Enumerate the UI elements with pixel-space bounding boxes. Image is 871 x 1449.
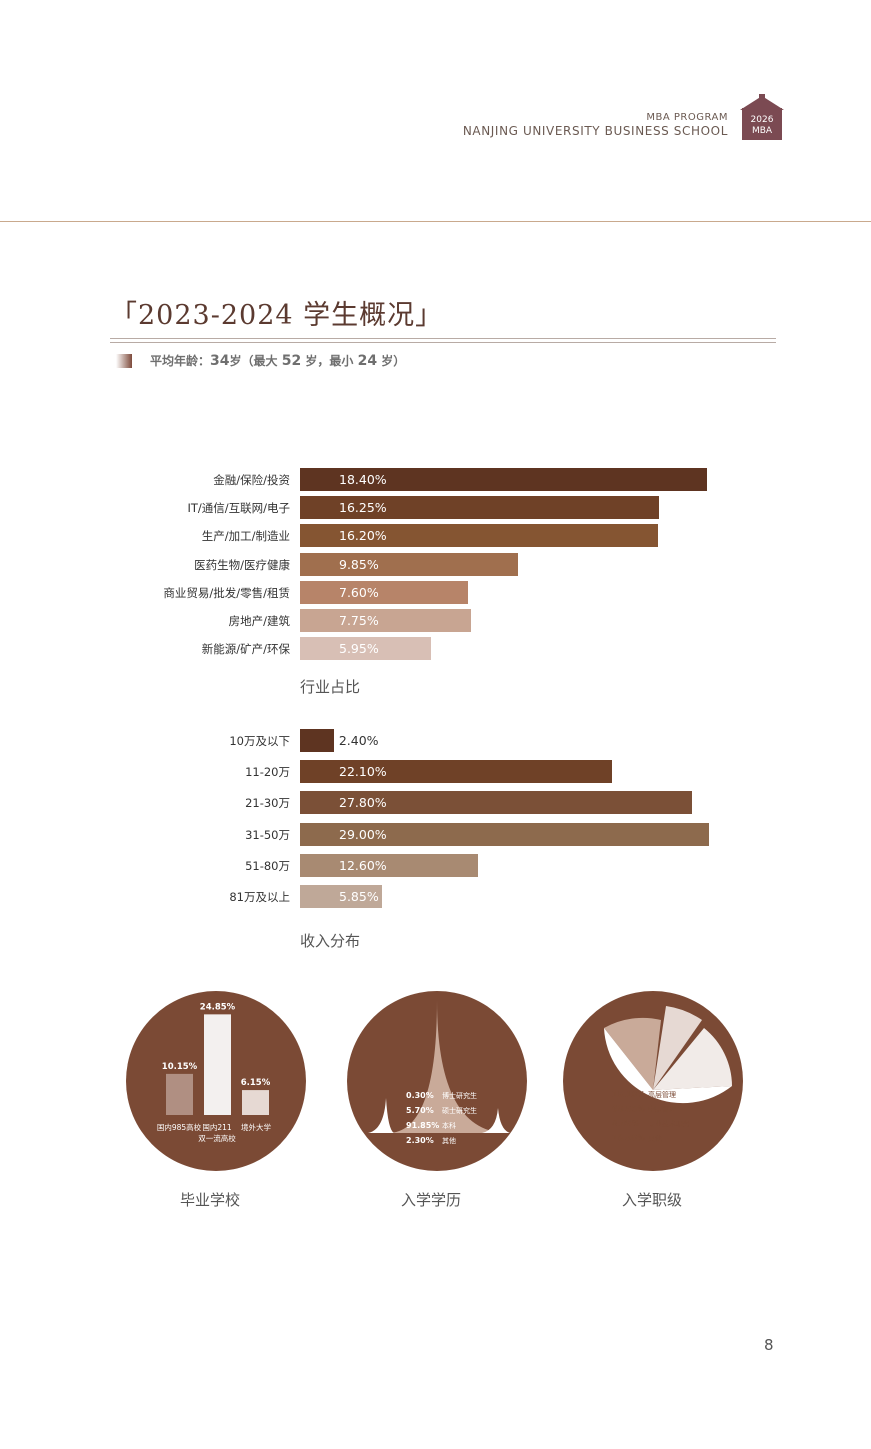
bar-value-label: 16.25%	[339, 500, 387, 516]
job-level-caption: 入学职级	[621, 1191, 682, 1209]
job-slice-right	[653, 1028, 732, 1090]
bar-category-label: 11-20万	[245, 765, 290, 780]
logo-year: 2026	[751, 115, 774, 125]
legend-category: 专业技术职务	[648, 1119, 690, 1128]
legend-value: 5.70%	[406, 1106, 434, 1115]
income-chart-caption: 收入分布	[300, 932, 361, 950]
bar-category-label: 房地产/建筑	[228, 614, 290, 628]
education-spike-left	[368, 1098, 394, 1133]
bar-value-label: 7.75%	[339, 613, 379, 628]
bar-category-label: 51-80万	[245, 858, 290, 873]
header-school: NANJING UNIVERSITY BUSINESS SCHOOL	[462, 124, 728, 138]
header-divider	[0, 221, 871, 222]
legend-category: 本科	[442, 1121, 456, 1130]
bar-value-label: 5.85%	[339, 889, 379, 904]
school-bar-value: 24.85%	[200, 1002, 236, 1012]
header-program: MBA PROGRAM	[646, 112, 728, 123]
age-unit-3: 岁）	[381, 354, 406, 368]
title-divider-bottom	[110, 342, 776, 343]
bar-mark	[300, 496, 660, 520]
legend-value: 16.00%	[612, 1134, 645, 1143]
school-cat-211-line2: 双一流高校	[198, 1133, 236, 1143]
legend-category: 博士研究生	[442, 1091, 477, 1100]
legend-category: 其他	[442, 1136, 456, 1145]
legend-value: 2.30%	[406, 1136, 434, 1145]
legend-value: 91.85%	[406, 1121, 439, 1130]
legend-category: 高层管理	[648, 1090, 676, 1099]
age-max: 52	[281, 353, 302, 369]
bar-mark	[300, 729, 334, 752]
bar-category-label: 医药生物/医疗健康	[194, 557, 290, 572]
bar-mark	[300, 609, 472, 632]
bar-category-label: 10万及以下	[229, 734, 290, 748]
bar-value-label: 9.85%	[339, 556, 379, 572]
bar-value-label: 5.95%	[339, 641, 379, 657]
school-bar-value: 10.15%	[162, 1062, 198, 1072]
age-average: 34	[210, 353, 230, 369]
school-cat-985: 国内985高校	[157, 1122, 202, 1132]
bar-category-label: 21-30万	[245, 796, 290, 811]
age-prefix: 平均年龄：	[150, 354, 211, 368]
bar-value-label: 18.40%	[339, 472, 387, 487]
school-bar	[242, 1090, 269, 1115]
bar-mark	[300, 552, 518, 576]
bar-mark	[300, 760, 612, 784]
legend-category: 其他	[648, 1134, 662, 1143]
education-bachelor-spike	[388, 1000, 508, 1133]
bar-value-label: 12.60%	[339, 857, 387, 873]
job-slice-top-right	[653, 1006, 702, 1090]
bar-value-label: 27.80%	[339, 795, 387, 811]
page-number: 8	[764, 1336, 774, 1354]
legend-value: 60.55%	[612, 1105, 645, 1114]
graduate-school-caption: 毕业学校	[179, 1191, 240, 1209]
school-cat-overseas: 境外大学	[241, 1122, 271, 1132]
bar-value-label: 7.60%	[339, 584, 379, 600]
legend-value: 0.30%	[406, 1091, 434, 1100]
age-unit-1: 岁（最大	[229, 354, 278, 368]
legend-value: 8.05%	[612, 1119, 640, 1128]
bar-mark	[300, 580, 468, 604]
age-min: 24	[357, 353, 378, 369]
graduate-school-chart: 10.15% 24.85% 6.15% 国内985高校 国内211 双一流高校 境外…	[126, 991, 306, 1171]
legend-category: 中层管理	[648, 1105, 676, 1114]
bar-value-label: 22.10%	[339, 764, 387, 780]
education-spike-right	[482, 1108, 510, 1133]
bar-mark	[300, 822, 709, 846]
bar-mark	[300, 885, 383, 908]
school-bar	[166, 1073, 193, 1115]
education-level-caption: 入学学历	[400, 1191, 461, 1209]
page-title: 「2023-2024 学生概况」	[110, 300, 444, 331]
gradient-marker	[116, 354, 132, 368]
bar-category-label: IT/通信/互联网/电子	[187, 501, 290, 516]
average-age-line: 平均年龄：34岁（最大 52 岁，最小 24 岁）	[150, 352, 405, 369]
job-slice-main	[604, 1028, 732, 1104]
bar-mark	[300, 637, 432, 661]
bar-mark	[300, 524, 659, 548]
logo-text: MBA	[752, 126, 773, 136]
bar-mark	[300, 468, 707, 491]
mba-2026-logo: 2026 MBA	[740, 94, 784, 140]
bar-category-label: 金融/保险/投资	[213, 473, 290, 487]
bar-value-label: 2.40%	[338, 733, 379, 748]
school-bar-value: 6.15%	[241, 1078, 271, 1088]
industry-chart-caption: 行业占比	[300, 678, 361, 696]
bar-category-label: 新能源/矿产/环保	[201, 642, 290, 657]
title-divider-top	[110, 338, 776, 339]
legend-category: 硕士研究生	[442, 1106, 477, 1115]
age-unit-2: 岁，最小	[305, 354, 354, 368]
bar-mark	[300, 791, 692, 815]
bar-value-label: 29.00%	[339, 826, 387, 842]
bar-category-label: 81万及以上	[229, 890, 290, 904]
legend-value: 15.10%	[612, 1090, 645, 1099]
bar-category-label: 31-50万	[245, 827, 290, 842]
bar-category-label: 商业贸易/批发/零售/租赁	[163, 585, 290, 600]
bar-category-label: 生产/加工/制造业	[201, 529, 290, 544]
job-slice-top-left	[604, 1017, 661, 1090]
school-cat-211-line1: 国内211	[202, 1122, 232, 1132]
bar-mark	[300, 853, 478, 877]
school-bar	[204, 1014, 231, 1115]
bar-value-label: 16.20%	[339, 528, 387, 544]
